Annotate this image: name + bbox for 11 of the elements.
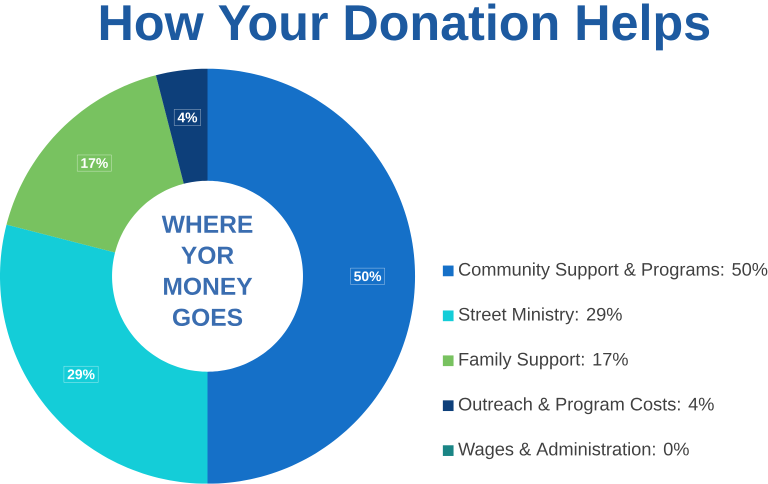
text: WHERE YOR MONEY GOES (162, 216, 252, 326)
chart-title: How Your Donation Helps (100, 4, 710, 51)
legend-label: Community Support & Programs: 50% (458, 262, 768, 280)
legend-label: Street Ministry: 29% (458, 307, 622, 324)
legend-label: Family Support: 17% (460, 352, 628, 370)
legend-label: Wages & Administration: 0% (458, 442, 689, 460)
data-label: 29% (68, 370, 95, 380)
data-label: 17% (81, 158, 108, 168)
data-label: 50% (354, 271, 382, 282)
legend-label: Outreach & Program Costs: 4% (458, 397, 714, 414)
data-label: 4% (178, 112, 198, 122)
